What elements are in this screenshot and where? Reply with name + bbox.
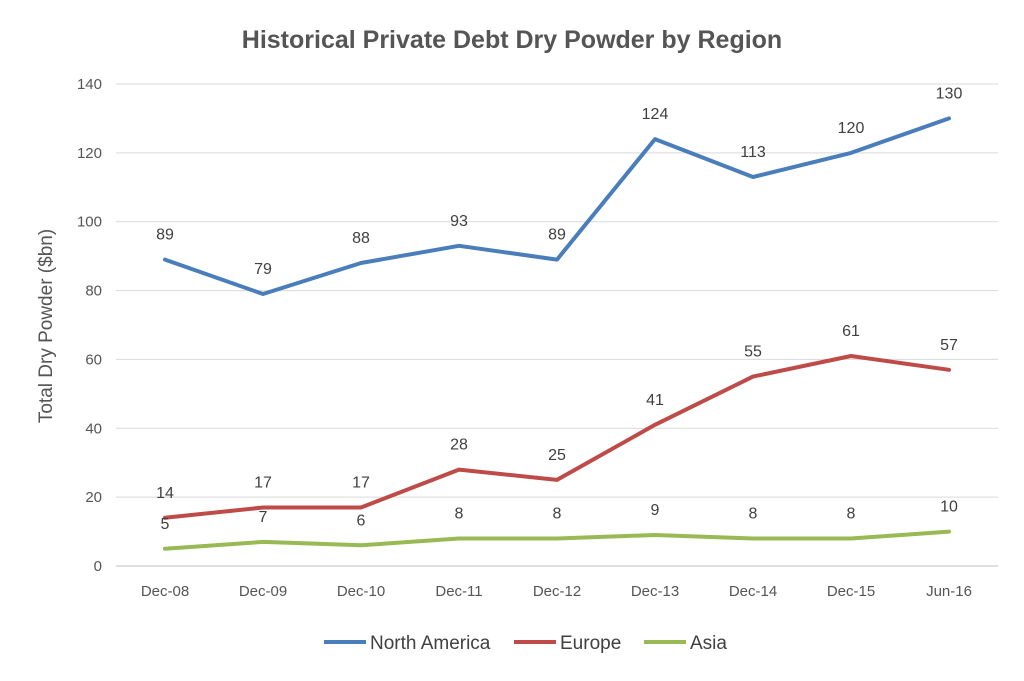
- x-tick-label: Dec-09: [239, 583, 287, 600]
- legend-entry: Asia: [690, 633, 727, 654]
- data-label: 7: [259, 509, 268, 526]
- data-label: 41: [646, 392, 664, 409]
- data-label: 93: [450, 213, 468, 230]
- data-label: 28: [450, 437, 468, 454]
- x-tick-label: Dec-15: [827, 583, 875, 600]
- series-line: [163, 116, 951, 296]
- gridlines: [116, 83, 998, 567]
- data-label: 17: [254, 474, 272, 491]
- data-label: 89: [548, 227, 566, 244]
- y-tick-label: 0: [94, 558, 102, 575]
- chart-title: Historical Private Debt Dry Powder by Re…: [242, 26, 782, 54]
- data-label: 14: [156, 485, 174, 502]
- data-label: 10: [940, 499, 958, 516]
- y-tick-label: 60: [85, 351, 102, 368]
- data-label: 8: [455, 505, 464, 522]
- series-line: [163, 529, 951, 551]
- data-label: 55: [744, 344, 762, 361]
- data-label: 113: [740, 144, 766, 161]
- data-label: 61: [842, 323, 860, 340]
- y-tick-label: 20: [85, 489, 102, 506]
- data-label: 9: [651, 502, 660, 519]
- x-tick-label: Jun-16: [926, 583, 972, 600]
- data-label: 79: [254, 261, 272, 278]
- data-label: 124: [642, 106, 669, 123]
- legend: North America Europe Asia: [324, 633, 727, 654]
- data-label: 17: [352, 474, 370, 491]
- data-label: 8: [847, 505, 856, 522]
- data-label: 8: [553, 505, 562, 522]
- x-axis-ticks: Dec-08 Dec-09 Dec-10 Dec-11 Dec-12 Dec-13 Dec-…: [141, 583, 972, 600]
- data-label: 89: [156, 227, 174, 244]
- data-label: 5: [161, 516, 170, 533]
- x-tick-label: Dec-08: [141, 583, 189, 600]
- x-tick-label: Dec-11: [435, 583, 482, 600]
- y-tick-label: 100: [77, 214, 102, 231]
- y-tick-label: 140: [77, 76, 102, 93]
- y-tick-label: 80: [85, 283, 102, 300]
- series-lines: [163, 116, 951, 551]
- data-label: 25: [548, 447, 566, 464]
- data-label: 120: [838, 120, 865, 137]
- data-label: 88: [352, 230, 370, 247]
- x-tick-label: Dec-10: [337, 583, 385, 600]
- y-tick-label: 120: [77, 145, 102, 162]
- legend-entry: North America: [370, 633, 491, 654]
- y-tick-label: 40: [85, 420, 102, 437]
- y-axis-label: Total Dry Powder ($bn): [36, 229, 57, 423]
- x-tick-label: Dec-12: [533, 583, 581, 600]
- x-tick-label: Dec-13: [631, 583, 679, 600]
- y-axis-ticks: 0 20 40 60 80 100 120 140: [77, 76, 102, 575]
- data-label: 57: [940, 337, 958, 354]
- data-label: 6: [357, 512, 366, 529]
- legend-entry: Europe: [560, 633, 621, 654]
- x-tick-label: Dec-14: [729, 583, 777, 600]
- data-label: 8: [749, 505, 758, 522]
- data-label: 130: [936, 85, 963, 102]
- series-line: [163, 354, 951, 520]
